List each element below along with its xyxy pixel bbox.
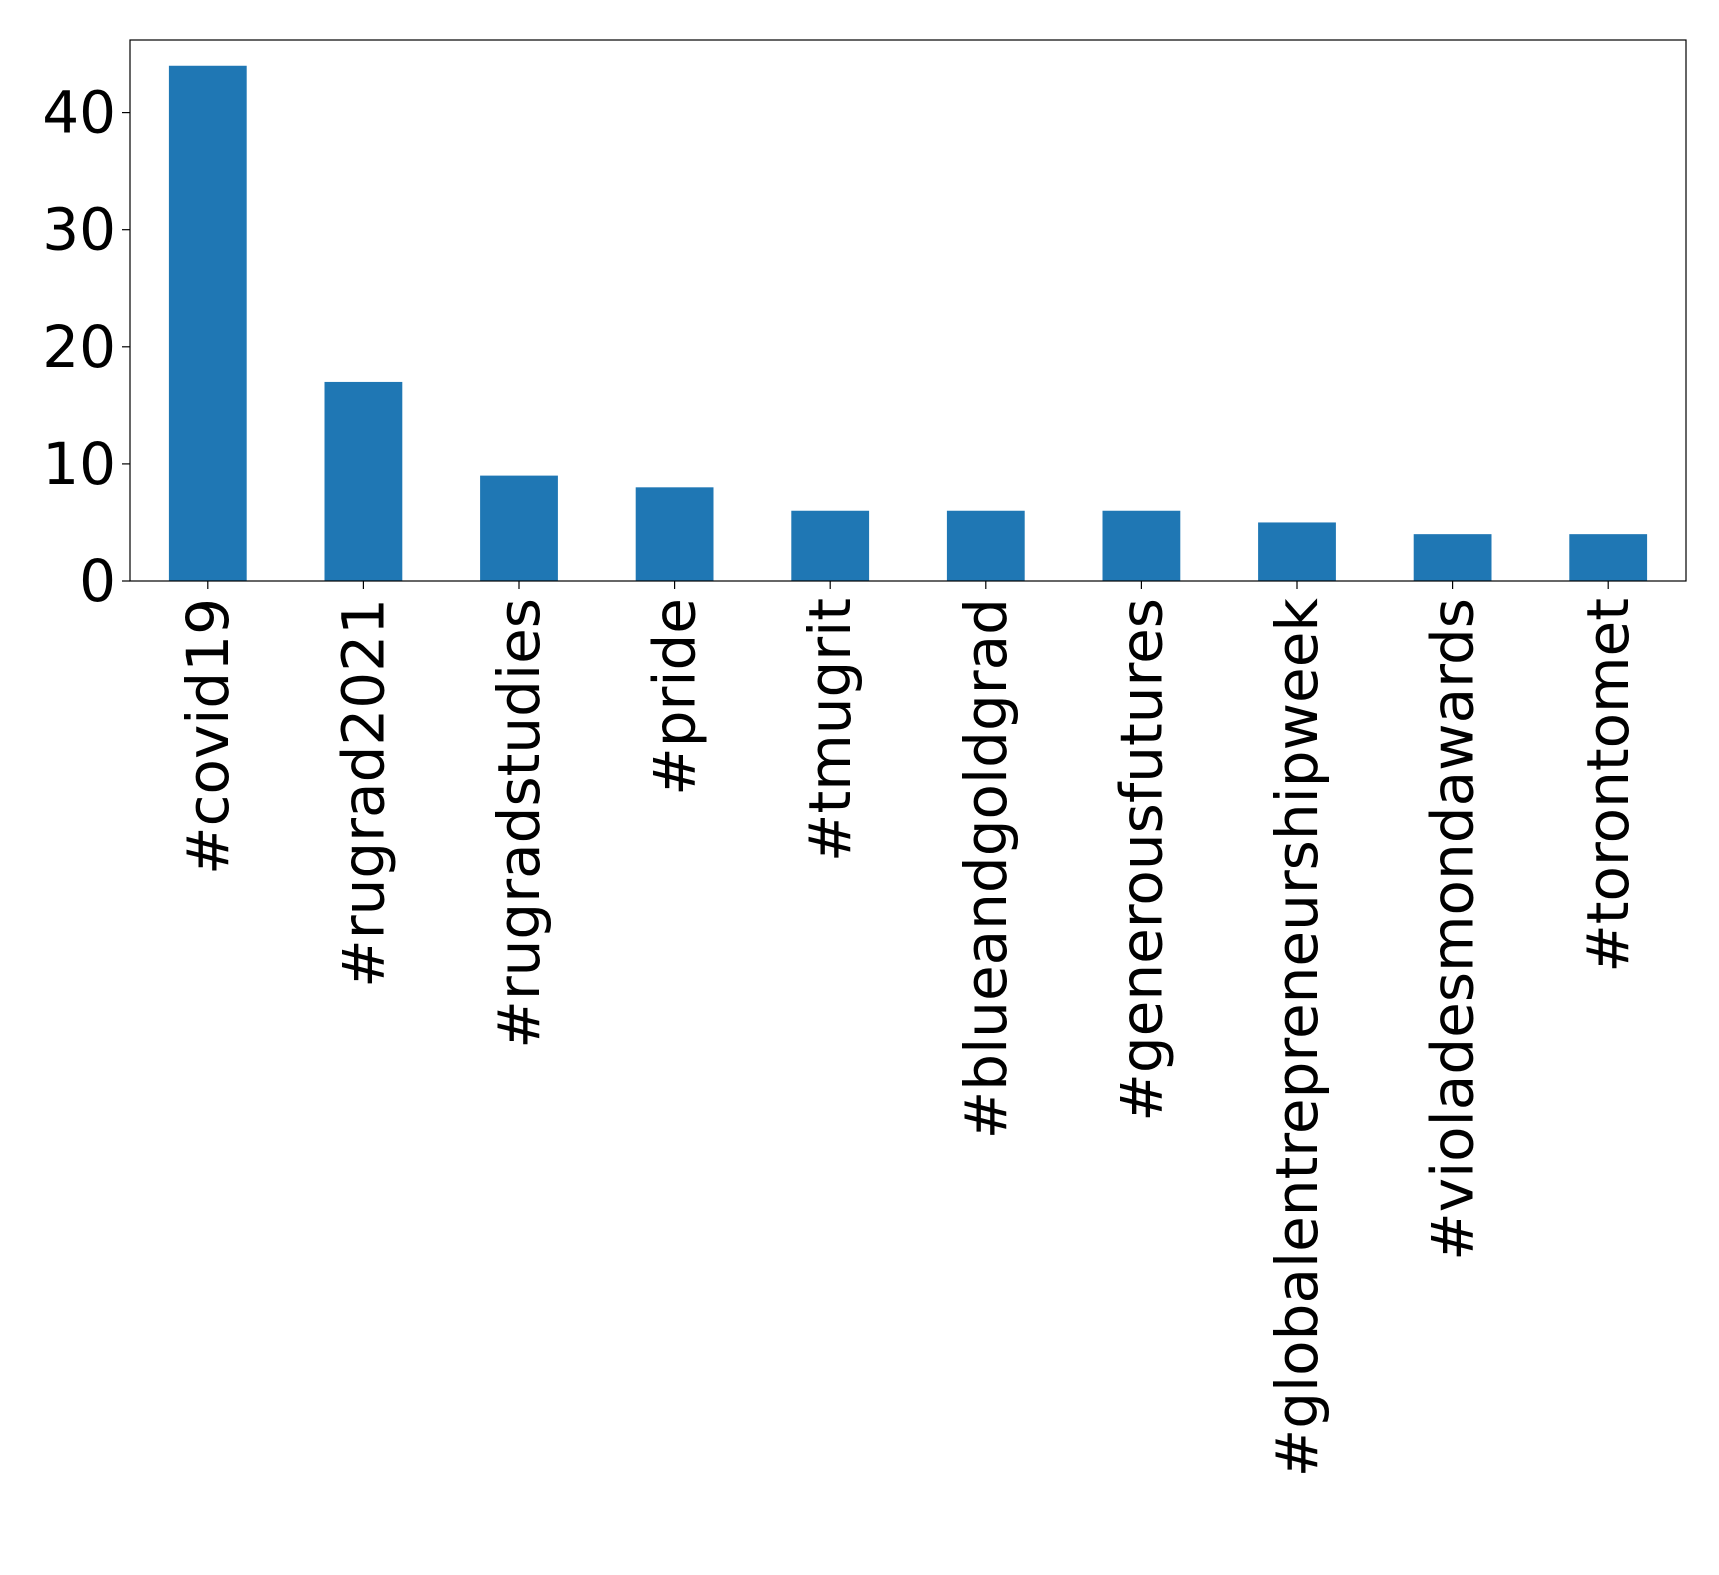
bar	[168, 65, 247, 581]
x-tick-label: #pride	[641, 598, 709, 796]
y-tick-label: 40	[42, 79, 116, 147]
y-tick-label: 0	[79, 547, 116, 615]
plot-frame	[129, 39, 1687, 582]
bar	[480, 475, 558, 581]
y-axis: 0 10 20 30 40	[42, 79, 130, 615]
x-tick-label: #violadesmondawards	[1419, 598, 1487, 1261]
x-tick-label: #rugrad2021	[329, 598, 397, 988]
bar	[1102, 510, 1181, 581]
x-tick-label: #generousfutures	[1107, 598, 1175, 1122]
y-tick-label: 10	[42, 430, 116, 498]
bar	[946, 510, 1025, 581]
bar	[324, 381, 403, 581]
bar	[1258, 522, 1336, 581]
y-tick-label: 30	[42, 196, 116, 264]
bars-layer	[168, 65, 1648, 581]
x-tick-label: #covid19	[174, 598, 242, 875]
x-tick-label: #rugradstudies	[485, 598, 553, 1049]
bar	[791, 510, 870, 581]
x-tick-label: #blueandgoldgrad	[952, 598, 1020, 1139]
x-axis: #covid19 #rugrad2021 #rugradstudies #pride #…	[174, 581, 1642, 1477]
y-tick-label: 20	[42, 313, 116, 381]
bar	[635, 487, 714, 581]
bar	[1413, 534, 1492, 581]
bar	[1569, 534, 1648, 581]
x-tick-label: #torontomet	[1574, 598, 1642, 973]
x-tick-label: #globalentrepreneurshipweek	[1263, 598, 1331, 1478]
x-tick-label: #tmugrit	[796, 598, 864, 862]
